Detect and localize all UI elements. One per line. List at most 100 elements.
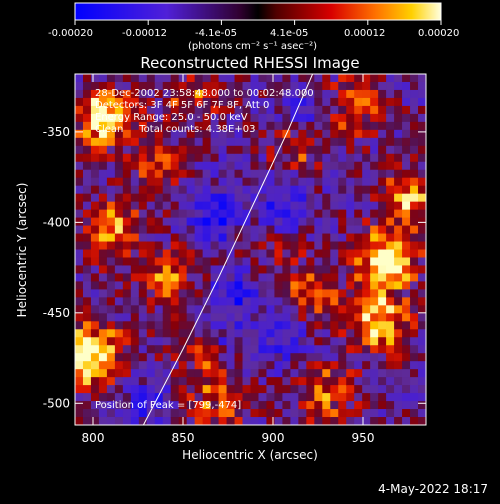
heatmap-cell <box>194 201 204 211</box>
heatmap-cell <box>234 361 244 370</box>
heatmap-cell <box>250 121 260 131</box>
heatmap-cell <box>290 225 299 235</box>
heatmap-cell <box>250 377 260 386</box>
heatmap-cell <box>82 81 92 91</box>
heatmap-cell <box>330 337 339 346</box>
heatmap-cell <box>114 74 124 83</box>
heatmap-cell <box>330 137 339 147</box>
heatmap-cell <box>394 81 403 91</box>
heatmap-cell <box>162 409 172 418</box>
heatmap-cell <box>218 233 228 243</box>
heatmap-cell <box>242 105 252 115</box>
heatmap-cell <box>178 281 188 290</box>
heatmap-cell <box>146 329 156 338</box>
heatmap-cell <box>146 249 156 259</box>
heatmap-cell <box>370 329 379 338</box>
heatmap-cell <box>234 409 244 418</box>
heatmap-cell <box>378 209 387 219</box>
heatmap-cell <box>386 385 395 394</box>
heatmap-cell <box>346 385 355 394</box>
heatmap-cell <box>338 193 347 203</box>
heatmap-cell <box>394 265 403 275</box>
heatmap-cell <box>346 305 355 314</box>
heatmap-cell <box>130 265 140 275</box>
heatmap-cell <box>250 305 260 314</box>
heatmap-cell <box>362 281 371 290</box>
heatmap-cell <box>154 145 164 155</box>
heatmap-cell <box>202 81 212 91</box>
heatmap-cell <box>162 177 172 187</box>
heatmap-cell <box>362 217 371 227</box>
heatmap-cell <box>418 105 426 115</box>
heatmap-cell <box>154 409 164 418</box>
heatmap-cell <box>282 113 291 123</box>
heatmap-cell <box>186 217 196 227</box>
heatmap-cell <box>330 161 339 171</box>
heatmap-cell <box>186 121 196 131</box>
heatmap-cell <box>194 217 204 227</box>
heatmap-cell <box>242 401 252 410</box>
heatmap-cell <box>338 217 347 227</box>
heatmap-cell <box>210 209 220 219</box>
heatmap-cell <box>114 385 124 394</box>
heatmap-cell <box>122 337 132 346</box>
heatmap-cell <box>346 169 355 179</box>
heatmap-cell <box>75 193 84 203</box>
heatmap-cell <box>370 225 379 235</box>
heatmap-cell <box>234 369 244 378</box>
heatmap-cell <box>146 233 156 243</box>
heatmap-cell <box>370 193 379 203</box>
heatmap-cell <box>162 201 172 211</box>
heatmap-cell <box>162 305 172 314</box>
heatmap-cell <box>138 217 148 227</box>
heatmap-cell <box>338 337 347 346</box>
heatmap-cell <box>75 377 84 386</box>
heatmap-cell <box>258 265 268 275</box>
heatmap-cell <box>178 409 188 418</box>
heatmap-cell <box>90 249 100 259</box>
heatmap-cell <box>274 153 284 163</box>
heatmap-cell <box>162 74 172 83</box>
heatmap-cell <box>138 225 148 235</box>
heatmap-cell <box>370 185 379 195</box>
heatmap-cell <box>370 369 379 378</box>
heatmap-cell <box>330 361 339 370</box>
heatmap-cell <box>362 265 371 275</box>
heatmap-cell <box>410 321 419 330</box>
heatmap-cell <box>346 129 355 139</box>
heatmap-cell <box>338 313 347 322</box>
heatmap-cell <box>218 401 228 410</box>
heatmap-cell <box>274 281 284 290</box>
heatmap-cell <box>170 209 180 219</box>
heatmap-cell <box>170 249 180 259</box>
heatmap-cell <box>314 385 323 394</box>
heatmap-cell <box>354 289 363 298</box>
heatmap-cell <box>130 241 140 251</box>
heatmap-cell <box>202 121 212 131</box>
heatmap-cell <box>266 209 276 219</box>
heatmap-cell <box>122 113 132 123</box>
heatmap-cell <box>162 321 172 330</box>
heatmap-cell <box>178 225 188 235</box>
heatmap-cell <box>194 113 204 123</box>
heatmap-cell <box>98 201 108 211</box>
heatmap-cell <box>370 137 379 147</box>
heatmap-cell <box>298 353 307 362</box>
heatmap-cell <box>402 417 411 425</box>
heatmap-cell <box>242 169 252 179</box>
heatmap-cell <box>194 369 204 378</box>
heatmap-cell <box>82 281 92 290</box>
heatmap-cell <box>314 297 323 306</box>
heatmap-cell <box>290 329 299 338</box>
heatmap-cell <box>250 74 260 83</box>
heatmap-cell <box>314 377 323 386</box>
heatmap-cell <box>106 233 116 243</box>
heatmap-cell <box>330 81 339 91</box>
heatmap-cell <box>418 169 426 179</box>
heatmap-cell <box>322 297 331 306</box>
heatmap-cell <box>90 409 100 418</box>
heatmap-cell <box>194 345 204 354</box>
heatmap-cell <box>250 401 260 410</box>
heatmap-cell <box>114 353 124 362</box>
heatmap-cell <box>378 97 387 107</box>
